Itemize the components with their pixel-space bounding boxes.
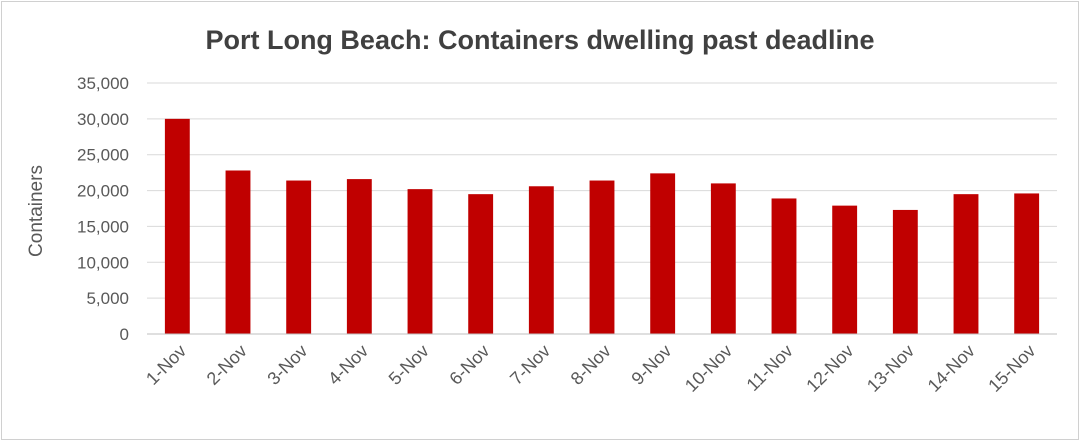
y-axis-label: Containers xyxy=(26,165,47,257)
bar-1-Nov xyxy=(164,118,190,334)
x-tick-label: 2-Nov xyxy=(203,341,251,389)
bar-2-Nov xyxy=(225,170,251,334)
bar-7-Nov xyxy=(528,186,554,334)
x-tick-label: 4-Nov xyxy=(324,341,372,389)
x-tick-labels: 1-Nov 2-Nov 3-Nov 4-Nov 5-Nov 6-Nov 7-Nov 8-Nov… xyxy=(142,341,1039,396)
bar-3-Nov xyxy=(286,180,312,334)
bar-5-Nov xyxy=(407,189,433,334)
x-tick-label: 3-Nov xyxy=(263,341,311,389)
y-tick-label: 20,000 xyxy=(77,182,129,201)
bar-8-Nov xyxy=(589,180,615,334)
x-tick-label: 13-Nov xyxy=(863,341,918,396)
x-tick-label: 15-Nov xyxy=(984,341,1039,396)
y-tick-labels: 0 5,000 10,000 15,000 20,000 25,000 30,000 35,0… xyxy=(77,74,129,344)
x-tick-label: 1-Nov xyxy=(142,341,190,389)
y-tick-label: 10,000 xyxy=(77,253,129,272)
bar-13-Nov xyxy=(892,209,918,334)
bars xyxy=(164,118,1040,334)
x-tick-label: 12-Nov xyxy=(802,341,857,396)
x-tick-label: 5-Nov xyxy=(385,341,433,389)
y-tick-label: 5,000 xyxy=(86,289,129,308)
x-tick-label: 8-Nov xyxy=(567,341,615,389)
x-tick-label: 9-Nov xyxy=(627,341,675,389)
bar-12-Nov xyxy=(832,205,858,334)
x-tick-label: 11-Nov xyxy=(743,341,797,395)
bar-11-Nov xyxy=(771,198,797,334)
x-tick-label: 7-Nov xyxy=(506,341,554,389)
chart-title: Port Long Beach: Containers dwelling pas… xyxy=(205,25,874,55)
x-tick-label: 14-Nov xyxy=(924,341,979,396)
y-tick-label: 0 xyxy=(120,325,129,344)
bar-4-Nov xyxy=(346,179,372,334)
bar-9-Nov xyxy=(650,173,676,334)
y-tick-label: 25,000 xyxy=(77,146,129,165)
bar-10-Nov xyxy=(710,183,736,334)
x-tick-label: 10-Nov xyxy=(681,341,736,396)
y-tick-label: 35,000 xyxy=(77,74,129,93)
x-tick-label: 6-Nov xyxy=(445,341,493,389)
y-tick-label: 15,000 xyxy=(77,217,129,236)
bar-15-Nov xyxy=(1014,193,1040,334)
y-tick-label: 30,000 xyxy=(77,110,129,129)
bar-14-Nov xyxy=(953,194,979,334)
bar-6-Nov xyxy=(468,194,494,334)
